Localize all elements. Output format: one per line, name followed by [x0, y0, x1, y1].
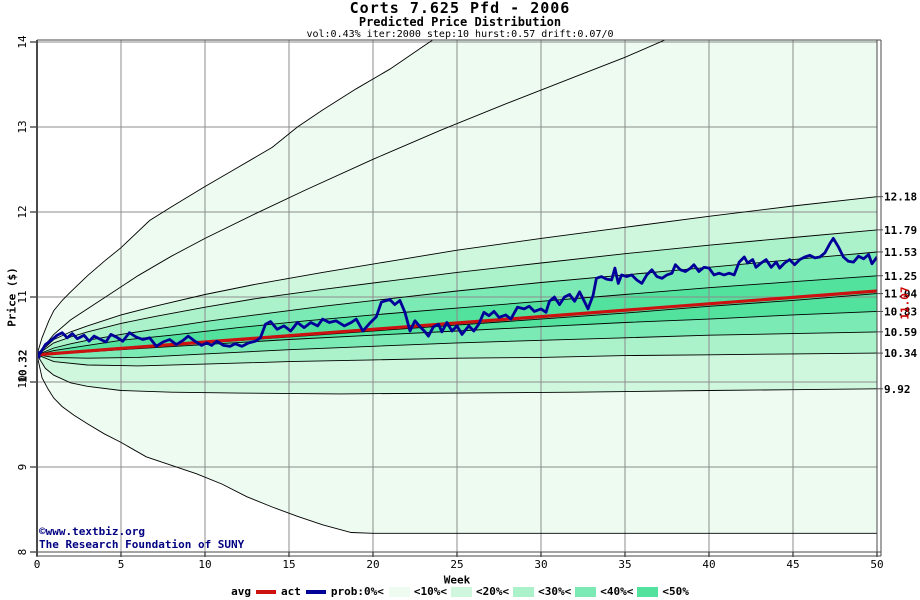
- legend-avg-label: avg: [231, 585, 251, 598]
- boundary-b30_top: [37, 229, 877, 356]
- series-lines: [37, 237, 877, 359]
- avg-end-price-label: 11.07: [898, 286, 912, 320]
- y-tick-label: 13: [16, 120, 29, 133]
- x-tick-label: 15: [282, 558, 295, 571]
- gridlines: [37, 40, 877, 552]
- x-tick-label: 40: [702, 558, 715, 571]
- boundary-b10_top: [37, 40, 667, 356]
- legend-act-label: act: [281, 585, 301, 598]
- x-axis-title: Week: [443, 573, 471, 587]
- axis-ticks: [30, 41, 883, 557]
- copyright-org: The Research Foundation of SUNY: [39, 538, 245, 551]
- y-tick-label: 14: [16, 35, 29, 49]
- chart-parameters: vol:0.43% iter:2000 step:10 hurst:0.57 d…: [306, 29, 614, 40]
- plot-frame: [36, 39, 882, 557]
- copyright-url: ©www.textbiz.org: [39, 525, 145, 538]
- start-price-label: 10.32: [16, 349, 30, 383]
- act-line: [37, 237, 877, 357]
- boundary-b40_top: [37, 251, 877, 356]
- legend-swatch-50pct: [637, 586, 659, 597]
- x-tick-label: 10: [198, 558, 211, 571]
- act-start-marker: [37, 351, 41, 359]
- y-tick-label: 8: [16, 549, 29, 556]
- boundary-b20_bot: [37, 354, 877, 395]
- legend-band-label: <40%<: [600, 585, 634, 598]
- right-axis-label: 11.25: [884, 270, 917, 283]
- legend-band-label: <30%<: [538, 585, 572, 598]
- boundary-env_top: [37, 40, 434, 355]
- legend-avg-swatch: [256, 589, 276, 594]
- legend-swatch-10pct: [388, 586, 410, 597]
- right-axis-label: 11.53: [884, 246, 917, 259]
- right-axis-label: 11.79: [884, 224, 917, 237]
- chart-subtitle: Predicted Price Distribution: [358, 15, 562, 29]
- legend-act-swatch: [305, 589, 326, 594]
- legend-prob-label: prob:0%<: [330, 585, 384, 598]
- y-axis-title: Price ($): [5, 267, 19, 327]
- x-tick-label: 0: [34, 558, 41, 571]
- boundary-env_bot: [37, 354, 877, 534]
- x-tick-label: 20: [366, 558, 379, 571]
- right-axis-label: 10.83: [884, 305, 917, 318]
- y-tick-label: 12: [16, 205, 29, 218]
- legend-band-label: <50%: [662, 585, 689, 598]
- x-tick-label: 30: [534, 558, 547, 571]
- legend-band-swatches: <10%< <20%< <30%< <40%< <50%: [388, 585, 689, 598]
- legend-band-label: <20%<: [475, 585, 510, 598]
- x-tick-label: 35: [618, 558, 631, 571]
- x-tick-label: 25: [450, 558, 463, 571]
- title-block: Corts 7.625 Pfd - 2006 Predicted Price D…: [0, 0, 920, 40]
- boundary-b20_top: [37, 196, 877, 356]
- legend-swatch-20pct: [450, 586, 472, 597]
- x-tick-label: 5: [118, 558, 125, 571]
- right-axis-label: 9.92: [884, 383, 911, 396]
- copyright: ©www.textbiz.org The Research Foundation…: [39, 525, 244, 551]
- x-tick-label: 45: [786, 558, 799, 571]
- x-tick-label: 50: [870, 558, 883, 571]
- y-tick-label: 10: [16, 375, 29, 388]
- boundary-b50_top: [37, 275, 877, 356]
- legend-band-label: <10%<: [413, 585, 447, 598]
- chart-title: Corts 7.625 Pfd - 2006: [349, 0, 571, 17]
- legend-swatch-40pct: [575, 586, 597, 597]
- boundary-b40_bot: [37, 331, 877, 359]
- legend-swatch-30pct: [513, 586, 535, 597]
- legend: avg act prob:0%< <10%< <20%< <30%< <40%< <50…: [0, 585, 920, 598]
- boundary-b30_bot: [37, 352, 877, 367]
- right-axis-label: 10.59: [884, 326, 917, 339]
- y-tick-label: 9: [16, 464, 29, 471]
- right-axis-label: 11.04: [884, 288, 917, 301]
- right-axis-label: 12.18: [884, 191, 917, 204]
- right-axis-label: 10.34: [884, 347, 917, 360]
- y-tick-label: 11: [16, 290, 29, 303]
